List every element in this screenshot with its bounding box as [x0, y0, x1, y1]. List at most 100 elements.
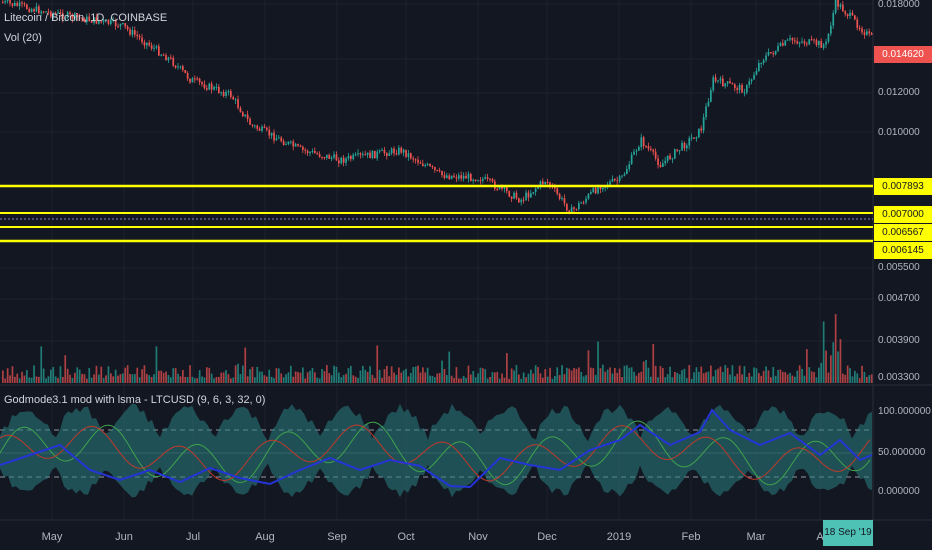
- candle: [654, 151, 657, 159]
- candle: [146, 42, 148, 46]
- candle: [690, 137, 693, 139]
- volume-bar: [626, 365, 628, 383]
- candle: [510, 196, 513, 199]
- candle: [693, 137, 695, 139]
- candle: [218, 86, 220, 93]
- volume-bar: [650, 376, 652, 383]
- volume-bar: [6, 368, 9, 383]
- volume-bar: [602, 364, 604, 383]
- time-label-2019: 2019: [606, 531, 632, 543]
- candle: [167, 57, 170, 61]
- candle: [304, 149, 307, 151]
- candle: [659, 164, 662, 167]
- candle: [736, 88, 739, 90]
- candle: [434, 167, 436, 170]
- volume-bar: [326, 365, 328, 383]
- volume-bar: [534, 365, 537, 383]
- candle: [129, 29, 131, 35]
- volume-label[interactable]: Vol (20): [4, 32, 42, 44]
- symbol-title[interactable]: Litecoin / Bitcoin, 1D, COINBASE: [4, 12, 168, 24]
- candle: [21, 2, 23, 4]
- candle: [633, 151, 635, 155]
- volume-bar: [518, 374, 520, 383]
- candle: [64, 17, 67, 20]
- volume-bar: [810, 371, 813, 383]
- candle: [839, 4, 842, 7]
- volume-bar: [662, 367, 664, 383]
- volume-bar: [299, 372, 302, 383]
- candle: [38, 6, 40, 14]
- volume-bar: [124, 367, 127, 383]
- candle: [645, 146, 647, 148]
- volume-bar: [244, 347, 247, 383]
- candle: [256, 125, 259, 129]
- volume-bar: [198, 370, 201, 383]
- volume-bar: [390, 366, 393, 383]
- candle: [462, 175, 465, 179]
- candle: [489, 178, 491, 180]
- volume-bar: [642, 361, 645, 383]
- volume-bar: [309, 370, 311, 383]
- volume-bar: [383, 369, 386, 383]
- candle: [508, 191, 511, 197]
- indicator-title[interactable]: Godmode3.1 mod with lsma - LTCUSD (9, 6,…: [4, 394, 266, 406]
- candle: [503, 187, 506, 189]
- candle: [153, 47, 155, 49]
- volume-bar: [791, 375, 794, 383]
- candle: [160, 54, 163, 56]
- candle: [602, 187, 604, 190]
- volume-bar: [407, 376, 410, 383]
- volume-bar: [654, 365, 657, 383]
- volume-bar: [474, 377, 477, 383]
- volume-bar: [669, 366, 671, 383]
- volume-bar: [479, 367, 482, 383]
- candle: [436, 169, 439, 171]
- candle: [573, 207, 575, 209]
- volume-bar: [614, 367, 616, 383]
- candle: [186, 73, 189, 79]
- candle: [222, 92, 225, 96]
- candle: [832, 13, 835, 26]
- volume-bar: [868, 375, 871, 383]
- volume-bar: [287, 372, 290, 383]
- price-tick-2: 0.012000: [878, 87, 920, 98]
- candle: [50, 11, 52, 17]
- candle: [719, 78, 722, 81]
- volume-bar: [134, 374, 136, 383]
- candle: [33, 9, 35, 12]
- candle: [640, 137, 643, 148]
- volume-bar: [803, 375, 806, 383]
- time-label-jun: Jun: [115, 531, 133, 543]
- candle: [587, 194, 590, 199]
- candle: [177, 66, 179, 68]
- candle: [357, 153, 359, 155]
- candle: [527, 192, 530, 198]
- volume-bar: [530, 369, 532, 383]
- volume-bar: [81, 373, 83, 383]
- candle: [674, 149, 676, 159]
- candle: [366, 152, 369, 156]
- candle: [35, 6, 38, 12]
- volume-bar: [767, 370, 770, 383]
- volume-bar: [578, 367, 580, 383]
- volume-bar: [347, 368, 350, 383]
- candle: [544, 182, 547, 185]
- volume-bar: [458, 378, 460, 383]
- candle: [342, 157, 345, 163]
- volume-bar: [218, 376, 220, 383]
- volume-bar: [194, 378, 196, 383]
- candle: [834, 0, 837, 14]
- candle: [242, 112, 244, 117]
- candle: [237, 99, 239, 108]
- time-label-sep: Sep: [327, 531, 347, 543]
- candle: [381, 149, 383, 151]
- volume-bar: [666, 374, 669, 383]
- candle: [760, 62, 763, 64]
- candle: [254, 125, 256, 127]
- candle: [143, 42, 146, 46]
- candle: [537, 186, 539, 189]
- volume-bar: [186, 377, 189, 383]
- candle: [806, 43, 808, 45]
